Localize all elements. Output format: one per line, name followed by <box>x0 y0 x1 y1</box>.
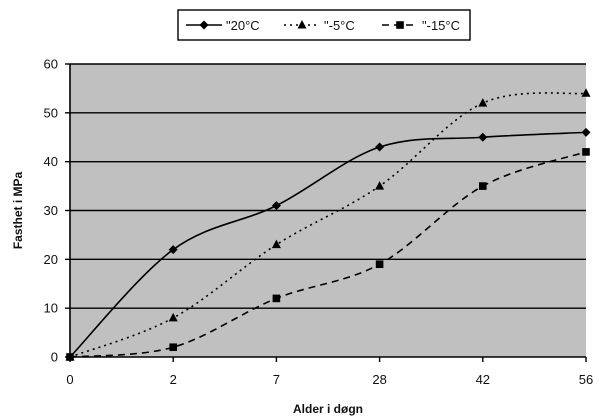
data-point <box>478 98 488 107</box>
y-tick-label: 40 <box>44 154 58 169</box>
gridlines <box>70 63 586 309</box>
x-tick-label: 0 <box>66 372 73 387</box>
y-tick-label: 60 <box>44 57 58 72</box>
data-point <box>271 239 281 249</box>
series-line <box>69 131 587 358</box>
legend-box <box>177 9 471 41</box>
data-point <box>169 343 177 352</box>
x-tick-label: 28 <box>372 372 386 387</box>
x-tick-label: 7 <box>273 372 280 387</box>
x-axis-title: Alder i døgn <box>293 402 363 416</box>
x-tick-label: 2 <box>170 372 177 387</box>
legend-label: "-15°C <box>422 18 460 33</box>
legend-label: "20°C <box>226 18 260 33</box>
data-point <box>478 132 488 142</box>
x-tick-label: 42 <box>476 372 490 387</box>
data-point <box>272 294 281 303</box>
series-line <box>69 151 587 358</box>
series-lines <box>69 92 587 358</box>
y-tick-label: 50 <box>44 105 58 120</box>
data-point <box>271 201 281 211</box>
legend-marker <box>396 21 404 29</box>
data-point <box>375 142 385 152</box>
x-tick-label: 56 <box>579 372 593 387</box>
data-point <box>581 127 591 137</box>
tick-labels: 0 10 20 30 40 50 60 0 2 7 28 42 56 <box>44 57 594 388</box>
data-point <box>582 148 590 156</box>
data-point <box>168 312 178 322</box>
y-tick-label: 0 <box>51 350 58 365</box>
legend-marker <box>297 20 307 29</box>
data-point <box>375 260 384 269</box>
data-point <box>479 182 487 190</box>
data-point <box>581 88 591 97</box>
y-tick-label: 20 <box>44 252 58 267</box>
legend: "20°C "-5°C "-15°C <box>177 9 471 41</box>
y-axis-title: Fasthet i MPa <box>11 172 25 250</box>
data-point <box>375 181 385 190</box>
y-tick-label: 30 <box>44 203 58 218</box>
legend-label: "-5°C <box>324 18 355 33</box>
data-point <box>168 245 178 255</box>
y-tick-label: 10 <box>44 301 58 316</box>
axes <box>65 63 587 362</box>
legend-marker <box>199 20 209 30</box>
